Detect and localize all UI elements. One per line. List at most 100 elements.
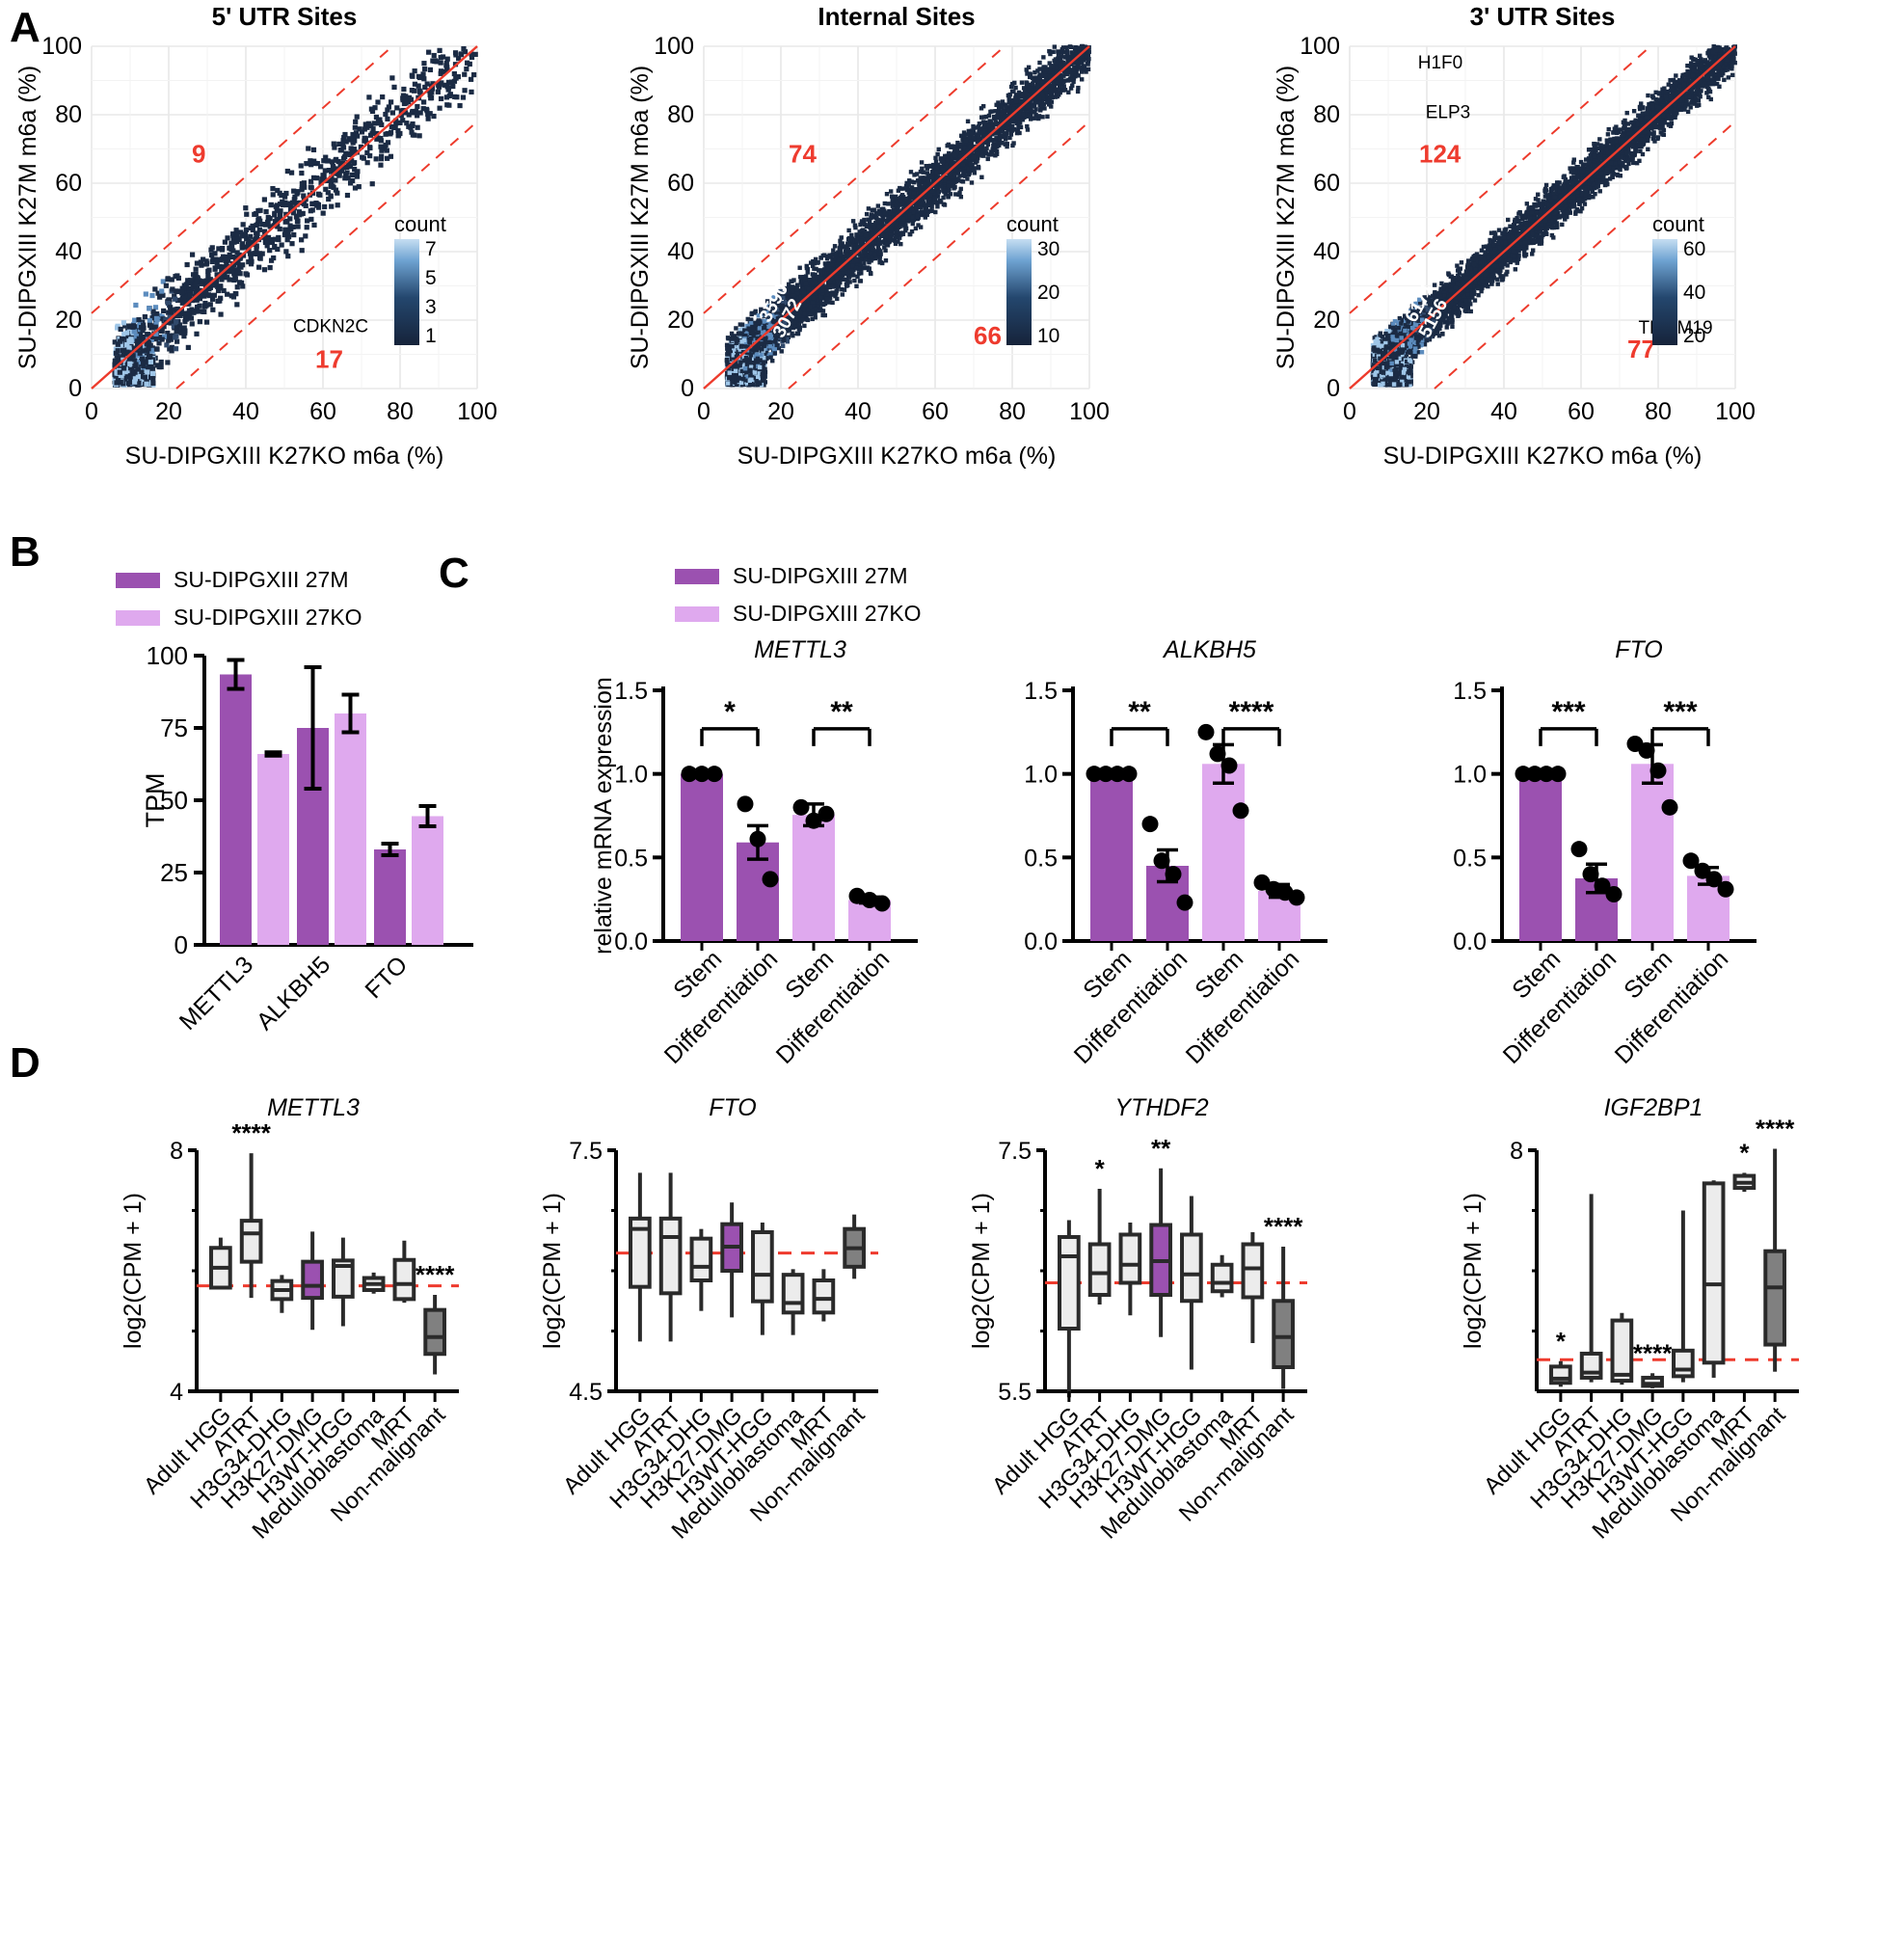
panelD-significance: ****: [1756, 1114, 1795, 1143]
panelD-y-tick: 4.5: [569, 1379, 603, 1406]
panelC-datapoint: [1694, 862, 1711, 879]
panelD-box: [1763, 1249, 1786, 1347]
svg-text:80: 80: [55, 101, 82, 128]
panelC-datapoint: [1086, 766, 1103, 783]
panelD-box: [1702, 1181, 1726, 1365]
panel-letter-b: B: [10, 528, 40, 576]
panelA-subplot: Internal Sites 0 20 40 60 80 100 0 20 40 60 80 100 74…: [617, 0, 1157, 482]
panelA-colorbar-tick: 1: [425, 325, 437, 347]
panelC-datapoint: [792, 798, 810, 816]
panelC-subplot: FTO 0.0 0.5 1.0 1.5 Stem Differentiation Stem Di…: [1427, 636, 1822, 1070]
panelB-chart: 0 25 50 75 100 TPM METTL3 ALKBH5 FTO: [141, 641, 521, 1070]
panelD-subplot: YTHDF2 5.5 7.5 log2(CPM + 1) Adult HGG * ATRT H…: [964, 1094, 1359, 1586]
panelA-colorbar-tick: 60: [1683, 238, 1705, 260]
panel-letter-c: C: [439, 550, 469, 597]
panelC-bar: [681, 773, 723, 941]
panelC-datapoint: [749, 830, 766, 847]
panelC-svg: 0.00.51.01.5StemDifferentiationStemDiffe…: [1453, 678, 1757, 1069]
panelC-datapoint: [818, 805, 835, 822]
panelB-legend-item: SU-DIPGXIII 27M: [116, 567, 362, 593]
panelD-significance: *: [1095, 1154, 1106, 1183]
panelA-subplot: 5' UTR Sites 0 20 40 60 80 100 0 20 40 60 80 100 9 17 C…: [5, 0, 545, 482]
panelC-title: ALKBH5: [1164, 636, 1256, 663]
panelC-title: METTL3: [754, 636, 846, 663]
panelA-x-axis-label: SU-DIPGXIII K27KO m6a (%): [125, 443, 444, 470]
panelC-legend-item: SU-DIPGXIII 27KO: [675, 601, 922, 627]
panelB-legend-swatch: [116, 609, 160, 626]
panelA-y-axis-label: SU-DIPGXIII K27M m6a (%): [627, 66, 654, 369]
panelC-y-tick: 0.5: [614, 845, 648, 872]
panelC-datapoint: [1288, 889, 1305, 906]
panelC-datapoint: [848, 887, 866, 904]
panel-letter-d: D: [10, 1039, 40, 1087]
panelC-datapoint: [861, 892, 878, 909]
panelB-y-axis-label: TPM: [141, 773, 170, 828]
svg-text:40: 40: [232, 398, 259, 425]
panelA-upper-count: 9: [192, 140, 205, 169]
panelA-colorbar-tick: 30: [1037, 238, 1059, 260]
panelC-datapoint: [1109, 766, 1126, 783]
panelA-colorbar-tick: 7: [425, 238, 437, 260]
panelA-title: Internal Sites: [818, 2, 976, 31]
panelC-datapoint: [1165, 866, 1182, 883]
panelD-box: [781, 1273, 805, 1315]
panelD-y-tick: 8: [1510, 1138, 1523, 1165]
panelB-bar: [412, 816, 443, 945]
panelD-title: FTO: [709, 1094, 757, 1121]
panelA-colorbar-tick: 20: [1683, 325, 1705, 347]
panelD-y-axis-label: log2(CPM + 1): [539, 1193, 566, 1349]
panelA-colorbar-tick: 10: [1037, 325, 1059, 347]
panelC-datapoint: [1538, 766, 1555, 783]
svg-text:20: 20: [155, 398, 182, 425]
panelC-bar: [1202, 764, 1245, 941]
panelC-legend-label: SU-DIPGXIII 27M: [733, 563, 908, 588]
panelC-legend-swatch: [675, 568, 719, 584]
panelB-y-tick: 0: [174, 930, 188, 959]
panelC-datapoint: [1661, 798, 1678, 816]
panelD-subplot: METTL3 4 8 log2(CPM + 1) Adult HGG **** ATRT H3…: [116, 1094, 511, 1586]
panelB-y-tick: 100: [147, 641, 188, 670]
panelC-title: FTO: [1615, 636, 1663, 663]
panelC-datapoint: [1682, 852, 1700, 870]
panelD-box: [658, 1216, 683, 1296]
svg-text:60: 60: [55, 170, 82, 197]
panelB-bar: [335, 713, 366, 945]
panelC-y-tick: 0.0: [614, 928, 648, 955]
panelD-y-axis-label: log2(CPM + 1): [968, 1193, 995, 1349]
panelA-x-axis-label: SU-DIPGXIII K27KO m6a (%): [1383, 443, 1703, 470]
panelC-bar: [1631, 764, 1674, 941]
panelC-bar: [1519, 773, 1562, 941]
panelA-title: 5' UTR Sites: [211, 2, 358, 31]
panelA-legend-title: count: [1006, 212, 1059, 236]
panelC-datapoint: [1197, 723, 1215, 740]
panelD-significance: ****: [1264, 1212, 1303, 1241]
panelC-y-tick: 1.0: [1453, 762, 1487, 789]
svg-text:60: 60: [309, 398, 336, 425]
panelC-datapoint: [1209, 745, 1226, 763]
panelD-y-axis-label: log2(CPM + 1): [120, 1193, 147, 1349]
panelB-x-tick: FTO: [360, 951, 413, 1004]
svg-text:0: 0: [85, 398, 98, 425]
panelC-datapoint: [1549, 766, 1567, 783]
panelA-lower-count: 77: [1627, 335, 1655, 363]
svg-text:40: 40: [55, 238, 82, 265]
panelD-box: [689, 1236, 713, 1282]
panelA-colorbar-tick: 40: [1683, 282, 1705, 304]
panelD-box: [1087, 1242, 1112, 1297]
panelD-box: [1241, 1242, 1265, 1300]
panelC-svg: 0.00.51.01.5StemDifferentiationStemDiffe…: [1024, 678, 1327, 1069]
panelB-y-tick: 25: [160, 858, 188, 887]
panelD-y-tick: 8: [170, 1138, 183, 1165]
panelB-bar: [220, 674, 252, 945]
panelC-y-tick: 0.5: [1453, 845, 1487, 872]
panelD-box: [239, 1219, 263, 1264]
panelD-box: [1610, 1318, 1634, 1384]
panelC-y-tick: 1.0: [614, 762, 648, 789]
panelC-datapoint: [1526, 766, 1543, 783]
